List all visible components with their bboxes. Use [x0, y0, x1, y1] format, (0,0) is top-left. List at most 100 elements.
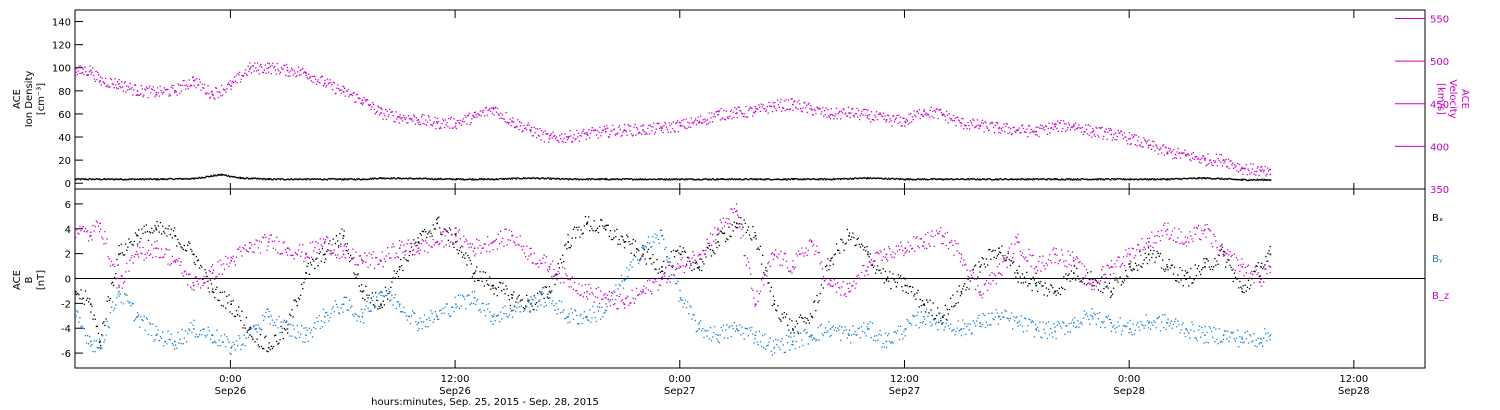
- data-point: [326, 250, 328, 253]
- data-point: [957, 119, 960, 121]
- data-point: [390, 111, 392, 113]
- data-point: [619, 128, 622, 131]
- data-point: [527, 177, 529, 179]
- data-point: [528, 299, 530, 302]
- data-point: [197, 259, 200, 261]
- data-point: [1132, 268, 1134, 270]
- data-point: [545, 304, 547, 307]
- data-point: [1024, 179, 1026, 181]
- data-point: [1163, 154, 1165, 156]
- data-point: [1013, 126, 1015, 129]
- data-point: [75, 68, 78, 70]
- data-point: [251, 65, 254, 67]
- data-point: [711, 178, 713, 180]
- data-point: [393, 120, 395, 123]
- data-point: [273, 67, 275, 69]
- data-point: [637, 259, 639, 261]
- data-point: [929, 109, 931, 111]
- data-point: [740, 179, 742, 181]
- data-point: [629, 130, 631, 132]
- data-point: [1206, 177, 1208, 179]
- data-point: [654, 268, 656, 270]
- data-point: [522, 130, 524, 132]
- data-point: [927, 113, 929, 115]
- data-point: [695, 179, 698, 181]
- data-point: [216, 174, 219, 176]
- data-point: [304, 278, 306, 280]
- data-point: [548, 177, 550, 179]
- data-point: [905, 118, 908, 121]
- data-point: [376, 178, 378, 180]
- data-point: [776, 310, 778, 312]
- data-point: [540, 292, 542, 294]
- data-point: [98, 178, 100, 180]
- data-point: [1182, 285, 1184, 287]
- data-point: [425, 124, 428, 126]
- data-point: [614, 178, 616, 181]
- data-point: [455, 125, 457, 127]
- data-point: [565, 178, 568, 180]
- data-point: [163, 91, 165, 93]
- data-point: [894, 178, 896, 181]
- data-point: [981, 119, 984, 121]
- data-point: [1022, 178, 1024, 181]
- data-point: [100, 348, 102, 350]
- data-point: [1050, 284, 1052, 286]
- data-point: [684, 299, 687, 301]
- data-point: [1160, 267, 1163, 269]
- data-point: [358, 97, 360, 100]
- data-point: [1162, 259, 1164, 261]
- data-point: [440, 233, 442, 235]
- data-point: [870, 177, 872, 179]
- data-point: [949, 117, 951, 119]
- data-point: [525, 178, 527, 180]
- data-point: [155, 91, 158, 94]
- data-point: [181, 178, 184, 180]
- data-point: [1133, 179, 1135, 181]
- data-point: [655, 237, 657, 239]
- data-point: [903, 117, 905, 119]
- data-point: [711, 112, 713, 114]
- data-point: [1259, 169, 1261, 171]
- data-point: [560, 178, 562, 180]
- data-point: [701, 269, 703, 272]
- data-point: [672, 121, 674, 123]
- data-point: [747, 109, 750, 112]
- data-point: [416, 178, 419, 180]
- data-point: [274, 178, 276, 180]
- data-point: [1149, 178, 1151, 180]
- data-point: [320, 320, 322, 322]
- data-point: [989, 178, 991, 180]
- data-point: [367, 307, 369, 309]
- data-point: [700, 320, 702, 322]
- data-point: [742, 332, 744, 335]
- data-point: [1156, 178, 1158, 180]
- data-point: [821, 178, 823, 180]
- data-point: [534, 177, 536, 180]
- data-point: [502, 178, 504, 181]
- data-point: [690, 117, 692, 119]
- data-point: [854, 177, 856, 179]
- data-point: [251, 335, 253, 338]
- data-point: [755, 238, 757, 240]
- data-point: [1110, 129, 1113, 131]
- data-point: [444, 178, 447, 180]
- data-point: [991, 121, 993, 123]
- data-point: [1036, 178, 1038, 180]
- data-point: [784, 351, 787, 353]
- data-point: [472, 114, 474, 116]
- data-point: [734, 179, 737, 181]
- data-point: [914, 114, 916, 116]
- data-point: [784, 109, 786, 112]
- data-point: [552, 131, 554, 133]
- data-point: [80, 178, 82, 180]
- data-point: [813, 178, 815, 180]
- data-point: [653, 261, 655, 264]
- data-point: [1088, 278, 1090, 280]
- data-point: [830, 108, 832, 110]
- data-point: [359, 290, 362, 292]
- data-point: [1128, 263, 1130, 265]
- data-point: [457, 178, 459, 180]
- data-point: [771, 305, 774, 307]
- data-point: [604, 128, 606, 131]
